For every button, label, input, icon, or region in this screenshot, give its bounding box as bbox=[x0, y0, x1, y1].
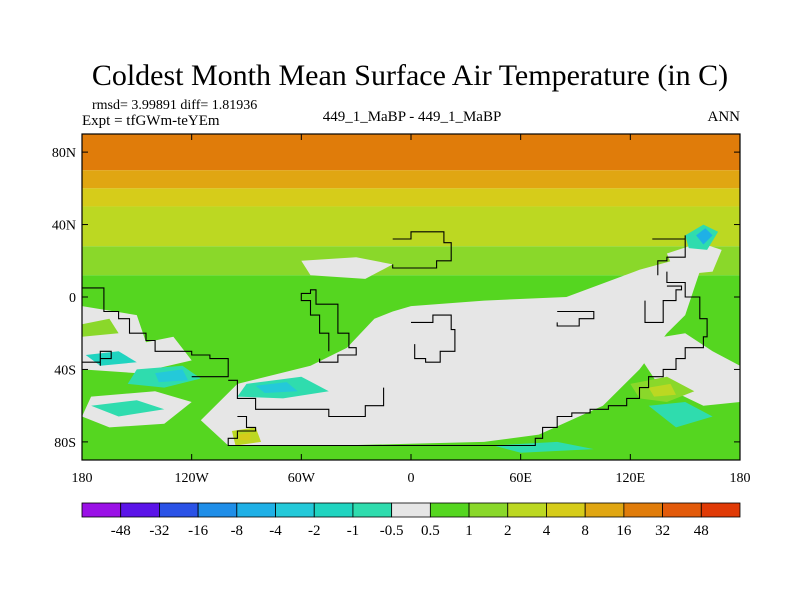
region-near-zero bbox=[301, 257, 393, 279]
colorbar-swatch bbox=[507, 502, 547, 518]
land-outline bbox=[228, 379, 385, 418]
colorbar-label: 4 bbox=[543, 523, 551, 539]
colorbar-swatch bbox=[468, 502, 509, 518]
region-negative bbox=[155, 369, 188, 383]
x-tick-label: 60W bbox=[288, 471, 316, 486]
x-tick-label: 180 bbox=[730, 471, 751, 486]
colorbar-swatch bbox=[662, 502, 702, 518]
colorbar-swatch bbox=[197, 502, 238, 518]
y-tick-label: 80S bbox=[54, 436, 76, 451]
period-label: ANN bbox=[708, 109, 741, 125]
colorbar-label: 0.5 bbox=[421, 523, 440, 539]
land-outline bbox=[411, 314, 456, 363]
colorbar-labels: -48 -32 -16 -8 -4 -2 -1 -0.5 0.5 1 2 4 8 16 32 48 bbox=[111, 523, 709, 539]
colorbar-label: 48 bbox=[694, 523, 709, 539]
land-outlines bbox=[82, 231, 708, 447]
latitude-band bbox=[82, 206, 740, 247]
colorbar-swatch bbox=[275, 502, 315, 518]
colorbar-label: 1 bbox=[465, 523, 473, 539]
colorbar-swatch bbox=[546, 502, 586, 518]
y-tick-label: 40S bbox=[54, 363, 76, 378]
land-outline bbox=[300, 289, 357, 363]
region-positive bbox=[239, 432, 251, 441]
colorbar-label: -48 bbox=[111, 523, 131, 539]
land-outline bbox=[392, 231, 452, 269]
region-negative bbox=[255, 382, 298, 393]
land-outline bbox=[644, 285, 683, 323]
colorbar-label: -1 bbox=[347, 523, 360, 539]
x-tick-label: 120E bbox=[616, 471, 646, 486]
colorbar-label: -0.5 bbox=[380, 523, 404, 539]
chart-title: Coldest Month Mean Surface Air Temperatu… bbox=[92, 59, 728, 92]
colorbar-label: -2 bbox=[308, 523, 321, 539]
colorbar-label: -32 bbox=[149, 523, 169, 539]
land-outline bbox=[82, 350, 112, 366]
colorbar-swatch bbox=[81, 502, 122, 518]
latitude-band bbox=[82, 188, 740, 207]
colorbar-label: -4 bbox=[269, 523, 282, 539]
colorbar-label: -16 bbox=[188, 523, 208, 539]
colorbar-swatch bbox=[429, 502, 470, 518]
colorbar-swatch bbox=[584, 502, 625, 518]
colorbar-swatch bbox=[159, 502, 199, 518]
x-tick-label: 0 bbox=[408, 471, 415, 486]
land-outline bbox=[652, 235, 686, 276]
x-tick-label: 60E bbox=[509, 471, 532, 486]
latitude-band bbox=[82, 246, 740, 276]
region-negative bbox=[493, 441, 594, 453]
land-outline bbox=[82, 287, 229, 378]
region-positive bbox=[82, 318, 119, 337]
colorbar-label: 2 bbox=[504, 523, 512, 539]
colorbar-swatch bbox=[236, 502, 276, 518]
latitude-band bbox=[82, 134, 740, 171]
comparison-label: 449_1_MaBP - 449_1_MaBP bbox=[323, 109, 502, 125]
y-tick-label: 0 bbox=[69, 291, 76, 306]
stats-line: rmsd= 3.99891 diff= 1.81936 bbox=[92, 98, 257, 113]
colorbar-swatch bbox=[352, 502, 393, 518]
land-outline bbox=[556, 310, 595, 327]
colorbar-swatch bbox=[700, 502, 741, 518]
colorbar-label: 16 bbox=[616, 523, 632, 539]
colorbar-label: -8 bbox=[231, 523, 244, 539]
experiment-line: Expt = tfGWm-teYEm bbox=[82, 113, 220, 129]
region-negative bbox=[696, 228, 713, 245]
latitude-band bbox=[82, 170, 740, 189]
region-near-zero bbox=[630, 333, 740, 406]
region-negative bbox=[91, 400, 165, 417]
colorbar-label: 8 bbox=[581, 523, 589, 539]
region-negative bbox=[648, 402, 713, 428]
y-tick-label: 40N bbox=[52, 219, 76, 234]
colorbar-label: 32 bbox=[655, 523, 670, 539]
colorbar-swatch bbox=[313, 502, 354, 518]
region-positive bbox=[648, 383, 676, 397]
land-outline bbox=[227, 271, 708, 447]
y-tick-label: 80N bbox=[52, 146, 76, 161]
colorbar bbox=[81, 502, 741, 518]
colorbar-swatch bbox=[623, 502, 663, 518]
colorbar-swatch bbox=[391, 502, 431, 518]
region-near-zero bbox=[666, 242, 722, 276]
x-tick-label: 180 bbox=[72, 471, 93, 486]
colorbar-swatch bbox=[120, 502, 160, 518]
map-ticks: 180 120W 60W 0 60E 120E 180 80N 40N 0 40S 80S bbox=[52, 134, 751, 486]
x-tick-label: 120W bbox=[175, 471, 210, 486]
